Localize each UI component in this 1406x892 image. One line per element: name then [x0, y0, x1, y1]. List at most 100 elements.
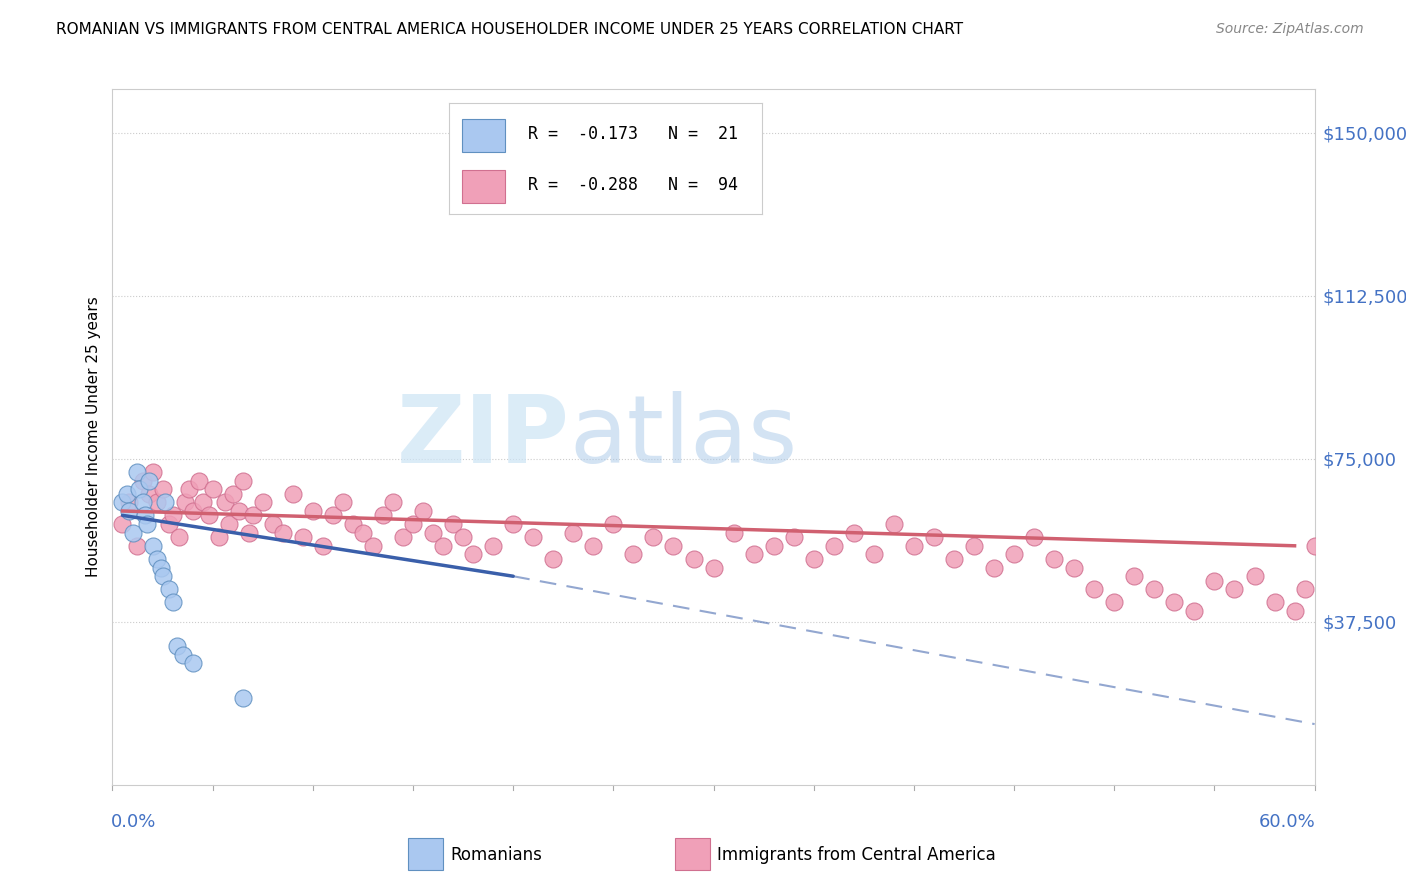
Point	[166, 639, 188, 653]
Point	[842, 525, 865, 540]
Point	[602, 516, 624, 531]
Point	[117, 495, 139, 509]
Point	[643, 530, 665, 544]
Point	[187, 474, 209, 488]
Point	[252, 495, 274, 509]
Point	[1284, 604, 1306, 618]
Point	[441, 516, 464, 531]
Point	[131, 474, 153, 488]
Point	[262, 516, 284, 531]
Point	[131, 495, 153, 509]
Point	[382, 495, 405, 509]
Point	[461, 548, 484, 562]
Point	[983, 560, 1005, 574]
Point	[451, 530, 474, 544]
Point	[232, 690, 254, 705]
Point	[352, 525, 374, 540]
Point	[115, 486, 138, 500]
Point	[342, 516, 364, 531]
Point	[1043, 551, 1066, 566]
Point	[502, 516, 524, 531]
Point	[111, 495, 134, 509]
Point	[302, 504, 325, 518]
Point	[138, 486, 160, 500]
Point	[582, 539, 605, 553]
Point	[228, 504, 250, 518]
Point	[402, 516, 425, 531]
Point	[682, 551, 704, 566]
Point	[153, 495, 176, 509]
Point	[392, 530, 415, 544]
Point	[135, 516, 157, 531]
Point	[562, 525, 585, 540]
Point	[208, 530, 231, 544]
Point	[128, 482, 150, 496]
Point	[1323, 560, 1346, 574]
Point	[621, 548, 644, 562]
Point	[214, 495, 236, 509]
Point	[162, 508, 184, 523]
Point	[218, 516, 240, 531]
Point	[173, 495, 195, 509]
Point	[281, 486, 304, 500]
Point	[197, 508, 219, 523]
Point	[121, 525, 143, 540]
Point	[1024, 530, 1046, 544]
Point	[172, 648, 194, 662]
Point	[823, 539, 845, 553]
Point	[157, 516, 180, 531]
Point	[522, 530, 544, 544]
Point	[762, 539, 785, 553]
Point	[1303, 539, 1326, 553]
Point	[138, 474, 160, 488]
Point	[141, 539, 163, 553]
Point	[152, 569, 174, 583]
Point	[152, 482, 174, 496]
Point	[157, 582, 180, 597]
Point	[222, 486, 245, 500]
Point	[191, 495, 214, 509]
Point	[177, 482, 200, 496]
Text: Romanians: Romanians	[450, 846, 541, 863]
Point	[1063, 560, 1085, 574]
Point	[963, 539, 986, 553]
Point	[782, 530, 804, 544]
Point	[942, 551, 965, 566]
Text: Immigrants from Central America: Immigrants from Central America	[717, 846, 995, 863]
Point	[322, 508, 344, 523]
Point	[1294, 582, 1316, 597]
Point	[117, 504, 139, 518]
Point	[291, 530, 314, 544]
Point	[141, 465, 163, 479]
Point	[242, 508, 264, 523]
Point	[232, 474, 254, 488]
Point	[1223, 582, 1246, 597]
Point	[145, 495, 167, 509]
Point	[1264, 595, 1286, 609]
Point	[1243, 569, 1265, 583]
Point	[111, 516, 134, 531]
Point	[702, 560, 725, 574]
Point	[149, 560, 172, 574]
Point	[922, 530, 945, 544]
Point	[181, 504, 204, 518]
Point	[903, 539, 925, 553]
Point	[723, 525, 745, 540]
Text: 60.0%: 60.0%	[1258, 813, 1316, 830]
Point	[883, 516, 905, 531]
Point	[422, 525, 444, 540]
Point	[1163, 595, 1185, 609]
Point	[742, 548, 765, 562]
Text: atlas: atlas	[569, 391, 797, 483]
Point	[271, 525, 294, 540]
Point	[181, 657, 204, 671]
Point	[1364, 595, 1386, 609]
Point	[1123, 569, 1146, 583]
Point	[1184, 604, 1206, 618]
Point	[125, 465, 148, 479]
Y-axis label: Householder Income Under 25 years: Householder Income Under 25 years	[86, 297, 101, 577]
Point	[201, 482, 224, 496]
Point	[863, 548, 886, 562]
Text: 0.0%: 0.0%	[111, 813, 156, 830]
Point	[482, 539, 505, 553]
